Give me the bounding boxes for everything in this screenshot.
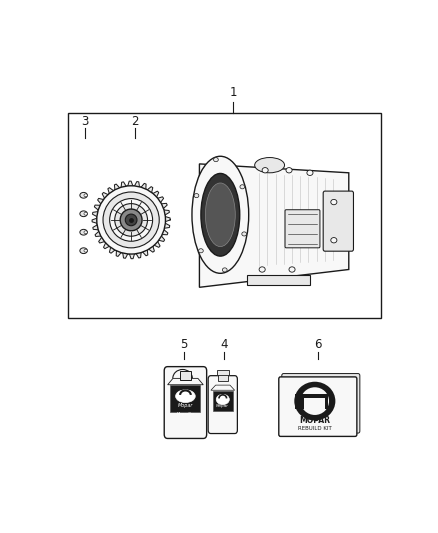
- Ellipse shape: [80, 229, 87, 235]
- Ellipse shape: [289, 267, 295, 272]
- FancyBboxPatch shape: [164, 367, 207, 439]
- Ellipse shape: [80, 211, 87, 216]
- Ellipse shape: [331, 238, 337, 243]
- Text: Mopar: Mopar: [216, 403, 229, 408]
- Ellipse shape: [240, 185, 245, 189]
- Ellipse shape: [242, 232, 247, 236]
- Ellipse shape: [97, 186, 166, 254]
- Ellipse shape: [194, 193, 199, 198]
- Polygon shape: [247, 274, 310, 285]
- Ellipse shape: [125, 214, 137, 226]
- Polygon shape: [199, 164, 349, 287]
- Bar: [213, 391, 233, 411]
- Ellipse shape: [300, 387, 329, 415]
- Polygon shape: [92, 181, 170, 259]
- FancyBboxPatch shape: [282, 374, 360, 433]
- Text: 1: 1: [229, 86, 237, 99]
- Text: 5: 5: [180, 338, 187, 351]
- Text: MoparPar: MoparPar: [176, 412, 195, 416]
- Ellipse shape: [262, 167, 268, 173]
- Ellipse shape: [307, 170, 313, 175]
- Bar: [218, 373, 227, 381]
- Ellipse shape: [120, 209, 142, 231]
- Ellipse shape: [176, 390, 195, 402]
- Ellipse shape: [223, 268, 227, 272]
- Polygon shape: [211, 385, 235, 390]
- Bar: [217, 370, 229, 375]
- FancyBboxPatch shape: [323, 191, 353, 251]
- Ellipse shape: [84, 249, 87, 252]
- Ellipse shape: [80, 248, 87, 254]
- Text: 4: 4: [221, 338, 228, 351]
- Text: 3: 3: [81, 115, 89, 127]
- Ellipse shape: [198, 249, 203, 253]
- Ellipse shape: [110, 199, 152, 241]
- Text: 2: 2: [131, 115, 138, 127]
- Ellipse shape: [205, 183, 235, 247]
- Text: Mopar: Mopar: [178, 402, 193, 408]
- Ellipse shape: [201, 173, 240, 256]
- Polygon shape: [168, 378, 203, 385]
- Ellipse shape: [286, 167, 292, 173]
- FancyBboxPatch shape: [285, 210, 320, 248]
- Bar: [170, 385, 201, 412]
- Ellipse shape: [254, 158, 285, 173]
- Ellipse shape: [294, 382, 336, 421]
- Ellipse shape: [259, 267, 265, 272]
- Ellipse shape: [84, 212, 87, 215]
- Ellipse shape: [84, 194, 87, 197]
- Bar: [304, 398, 325, 409]
- Text: REBUILD KIT: REBUILD KIT: [298, 426, 332, 431]
- Ellipse shape: [84, 231, 87, 233]
- Ellipse shape: [192, 156, 249, 273]
- Text: 6: 6: [314, 338, 321, 351]
- Text: MOPAR: MOPAR: [299, 416, 330, 425]
- Ellipse shape: [80, 192, 87, 198]
- Bar: [180, 371, 191, 379]
- Ellipse shape: [331, 199, 337, 205]
- Ellipse shape: [103, 192, 159, 248]
- Bar: [295, 394, 328, 409]
- Ellipse shape: [214, 158, 218, 161]
- FancyBboxPatch shape: [208, 376, 237, 433]
- FancyBboxPatch shape: [279, 377, 357, 437]
- Ellipse shape: [216, 394, 230, 405]
- Bar: [68, 113, 381, 318]
- Ellipse shape: [115, 204, 148, 236]
